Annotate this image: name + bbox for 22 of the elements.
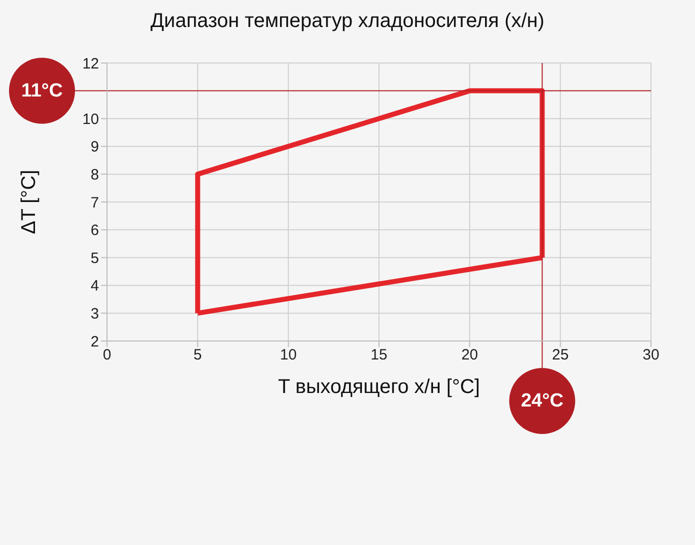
x-tick-label: 20	[461, 346, 478, 364]
x-axis-title: T выходящего х/н [°C]	[278, 376, 480, 398]
y-tick-label: 7	[90, 194, 99, 212]
y-tick-label: 8	[90, 166, 99, 184]
y-tick-label: 12	[82, 55, 99, 72]
ref-line-label: 24°C	[520, 390, 564, 412]
y-tick-label: 3	[90, 306, 99, 323]
y-axis-title: ΔT [°C]	[18, 170, 40, 234]
x-tick-label: 10	[280, 346, 297, 364]
y-tick-label: 5	[90, 250, 99, 267]
ref-line-label: 11°C	[21, 80, 63, 102]
x-tick-label: 0	[102, 346, 112, 364]
y-tick-label: 6	[90, 222, 99, 240]
y-tick-label: 2	[90, 333, 99, 350]
x-tick-label: 15	[370, 346, 388, 364]
x-tick-label: 25	[552, 346, 569, 364]
y-tick-label: 9	[90, 138, 99, 156]
y-tick-label: 10	[82, 110, 99, 128]
x-tick-label: 30	[642, 346, 660, 364]
y-tick-label: 4	[90, 278, 99, 295]
x-tick-label: 5	[193, 346, 202, 364]
chart-title: Диапазон температур хладоносителя (х/н)	[150, 10, 546, 33]
